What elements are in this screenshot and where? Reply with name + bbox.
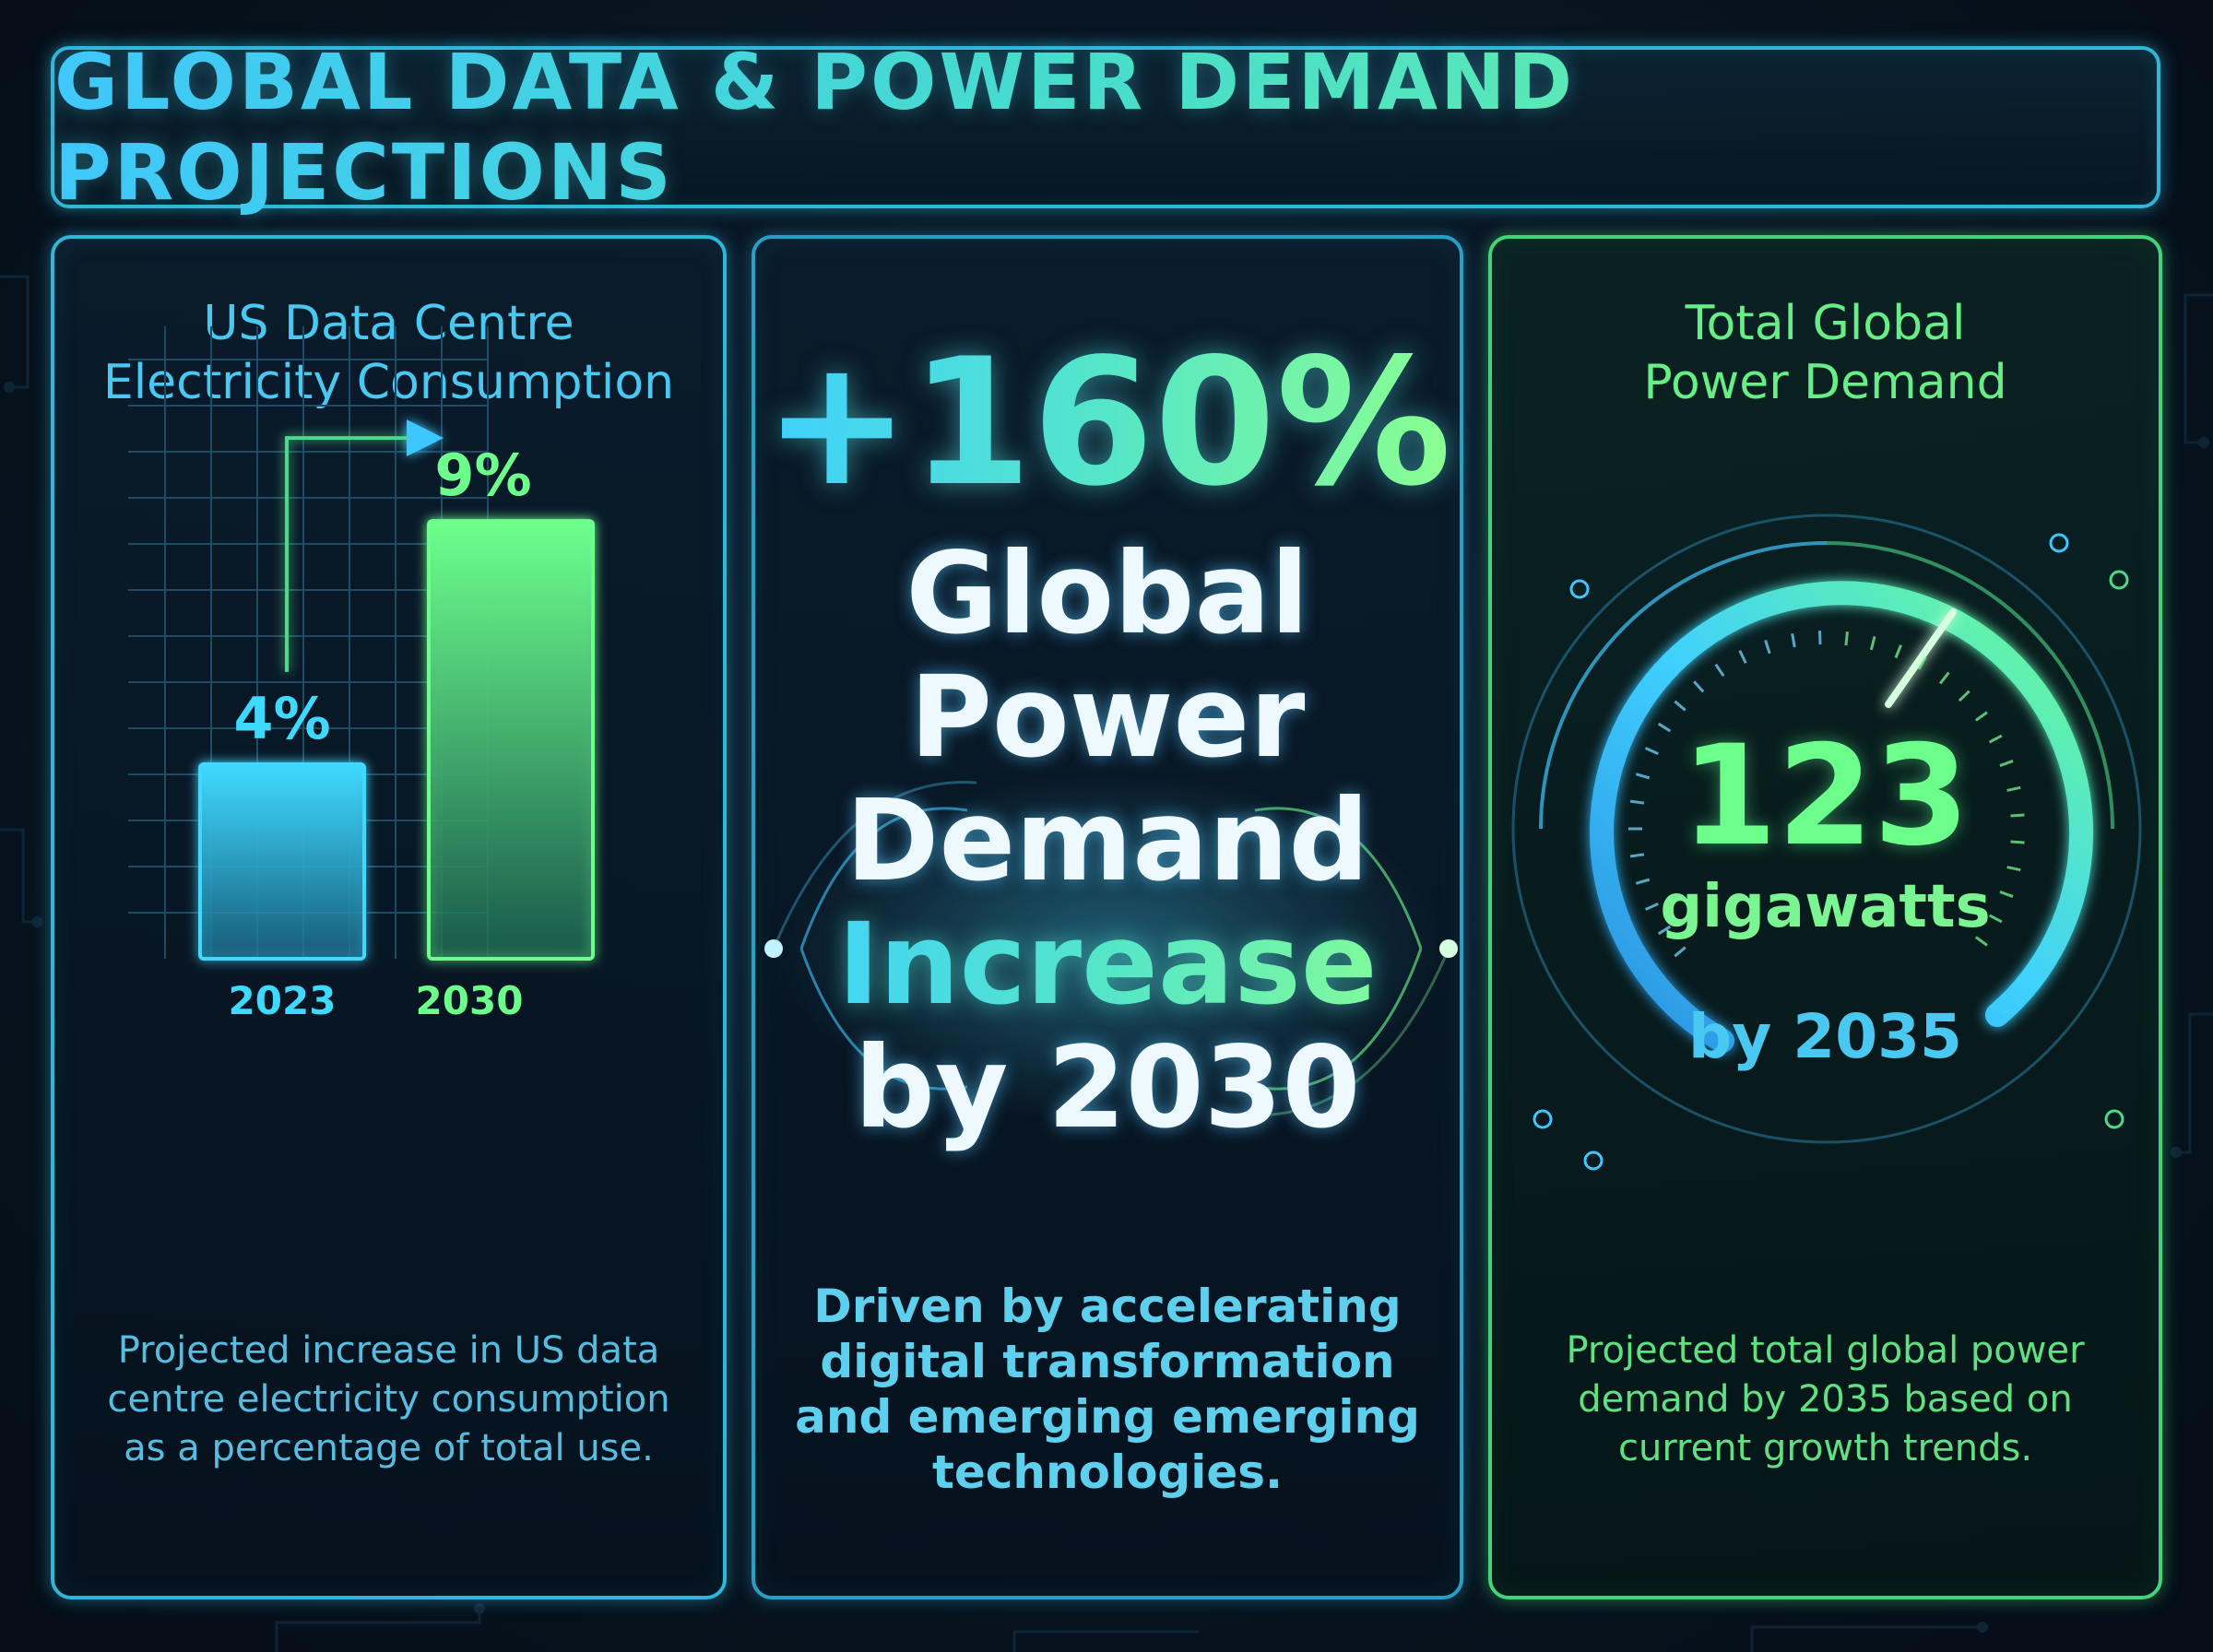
gauge-tick (1917, 656, 1927, 670)
us-data-centre-panel: US Data Centre Electricity Consumption 4… (51, 235, 727, 1599)
gauge-year: by 2035 (1688, 1001, 1962, 1072)
title-bar: GLOBAL DATA & POWER DEMAND PROJECTIONS (51, 37, 2160, 218)
gauge-tick (1974, 711, 1988, 722)
gauge-tick (1674, 700, 1686, 712)
middle-panel-caption: Driven by accelerating digital transform… (795, 1280, 1420, 1499)
page-title: GLOBAL DATA & POWER DEMAND PROJECTIONS (54, 37, 2157, 218)
right-heading-line2: Power Demand (1643, 355, 2007, 410)
headline-line-3: Demand (846, 775, 1369, 906)
gauge-tick (1958, 690, 1970, 702)
headline-line-1: Global (905, 528, 1309, 659)
headline-text: Global Power Demand Increase by 2030 (755, 532, 1460, 1150)
gauge-tick (1629, 799, 1645, 805)
gauge-tick (1738, 650, 1747, 664)
power-gauge (1511, 513, 2142, 1171)
gauge-tick (1869, 636, 1876, 651)
left-heading-line1: US Data Centre (203, 296, 574, 351)
growth-arrow (285, 419, 444, 672)
gauge-unit: gigawatts (1660, 873, 1991, 941)
gauge-tick (1629, 853, 1645, 858)
gauge-tick (1644, 902, 1659, 911)
x-tick-label: 2023 (229, 978, 337, 1023)
gauge-tick (2006, 785, 2021, 792)
right-panel-heading: Total Global Power Demand (1492, 294, 2159, 412)
gauge-dot (2049, 533, 2069, 553)
gauge-ticks (1628, 631, 2025, 958)
gauge-tick (1817, 631, 1822, 645)
headline-line-4: Increase (755, 903, 1460, 1026)
left-heading-line2: Electricity Consumption (102, 355, 675, 410)
gauge-tick (1635, 878, 1651, 885)
gauge-dot (2109, 570, 2129, 590)
gauge-tick (1938, 671, 1950, 685)
chart-labels: 4% 2023 9% 2030 (229, 419, 532, 1023)
gauge-needle (1885, 608, 1957, 708)
gauge-main-arc (1590, 581, 2094, 1053)
right-heading-line1: Total Global (1685, 296, 1966, 351)
left-panel-caption: Projected increase in US data centre ele… (107, 1329, 670, 1469)
left-panel-heading: US Data Centre Electricity Consumption (54, 294, 723, 412)
gauge-tick (1999, 760, 2014, 768)
bar-2023 (198, 761, 366, 962)
gauge-dot (2104, 1109, 2124, 1129)
gauge-dot (1583, 1150, 1604, 1171)
gauge-tick (1714, 663, 1725, 678)
chart-bars (198, 519, 595, 962)
headline-line-5: by 2030 (854, 1022, 1361, 1153)
bar-value-label: 4% (233, 685, 330, 752)
headline-percentage: +160% (755, 331, 1460, 515)
gauge-tick (1644, 747, 1659, 756)
gauge-tick (1988, 734, 2003, 744)
gauge-tick (1635, 773, 1651, 780)
gauge-tick (1674, 946, 1686, 958)
gauge-outer-ring (1511, 513, 2142, 1144)
gauge-tick (1844, 631, 1849, 646)
gauge-tick (1693, 680, 1705, 693)
global-power-increase-panel: +160% Global Power Demand Increase by 20… (751, 235, 1463, 1599)
gauge-tick (2010, 840, 2025, 844)
gauge-tick (2010, 813, 2025, 818)
gauge-tick (1999, 890, 2014, 898)
bar-2030 (427, 519, 595, 961)
gauge-value: 123 (1680, 716, 1970, 877)
gauge-tick (1657, 925, 1672, 936)
x-tick-label: 2030 (416, 978, 524, 1023)
headline-line-2: Power (909, 652, 1306, 783)
gauge-tick (1764, 640, 1771, 655)
gauge-tick (1657, 722, 1672, 733)
global-power-demand-panel: Total Global Power Demand (1488, 235, 2162, 1599)
gauge-outer-arc-green (1826, 541, 2114, 830)
bar-chart: 4% 2023 9% 2030 (105, 285, 695, 1023)
gauge-dot (1533, 1109, 1553, 1129)
bar-value-label: 9% (434, 442, 531, 509)
gauge-tick (2006, 866, 2021, 872)
gauge-tick (1988, 914, 2003, 924)
gauge-outer-arc (1539, 541, 1828, 830)
gauge-tick (1894, 644, 1902, 659)
gauge-tick (1791, 633, 1796, 648)
right-panel-caption: Projected total global power demand by 2… (1566, 1329, 2085, 1469)
gauge-dot (1569, 579, 1590, 599)
gauge-tick (1974, 936, 1988, 947)
